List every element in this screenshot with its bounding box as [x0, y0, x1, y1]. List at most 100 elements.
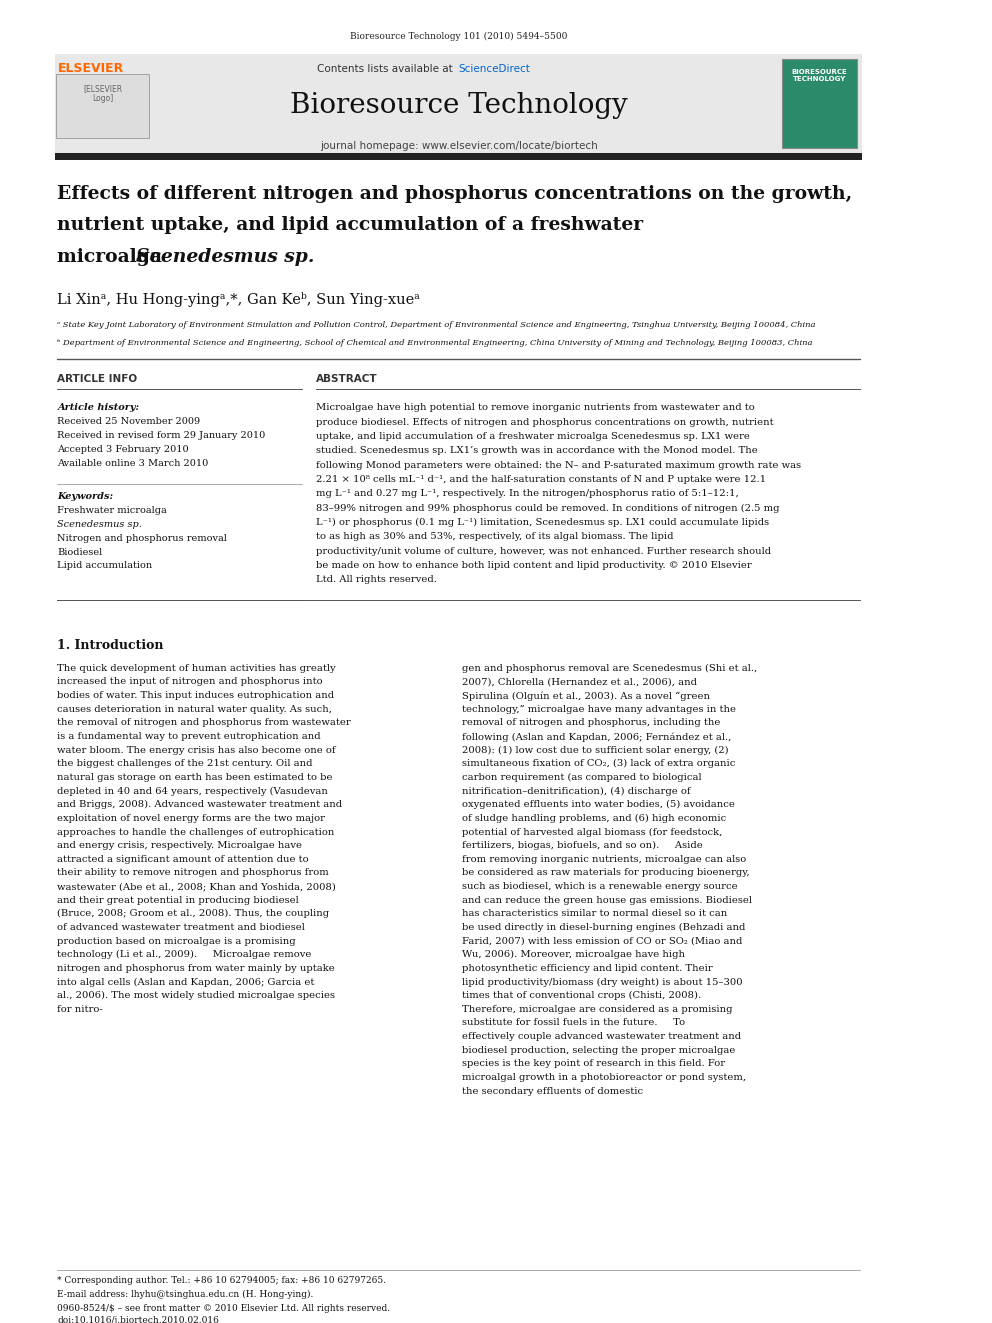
Text: 2008): (1) low cost due to sufficient solar energy, (2): 2008): (1) low cost due to sufficient so…: [462, 746, 729, 755]
Text: attracted a significant amount of attention due to: attracted a significant amount of attent…: [58, 855, 309, 864]
Text: wastewater (Abe et al., 2008; Khan and Yoshida, 2008): wastewater (Abe et al., 2008; Khan and Y…: [58, 882, 336, 892]
Text: causes deterioration in natural water quality. As such,: causes deterioration in natural water qu…: [58, 705, 332, 713]
Text: ELSEVIER: ELSEVIER: [59, 62, 125, 75]
Text: gen and phosphorus removal are Scenedesmus (Shi et al.,: gen and phosphorus removal are Scenedesm…: [462, 664, 758, 673]
Text: is a fundamental way to prevent eutrophication and: is a fundamental way to prevent eutrophi…: [58, 732, 321, 741]
Text: Scenedesmus sp.: Scenedesmus sp.: [136, 249, 314, 266]
Text: water bloom. The energy crisis has also become one of: water bloom. The energy crisis has also …: [58, 746, 336, 754]
Text: Farid, 2007) with less emission of CO or SO₂ (Miao and: Farid, 2007) with less emission of CO or…: [462, 937, 743, 946]
Text: produce biodiesel. Effects of nitrogen and phosphorus concentrations on growth, : produce biodiesel. Effects of nitrogen a…: [316, 418, 774, 426]
Text: technology (Li et al., 2009).     Microalgae remove: technology (Li et al., 2009). Microalgae…: [58, 950, 311, 959]
Text: carbon requirement (as compared to biological: carbon requirement (as compared to biolo…: [462, 773, 702, 782]
Text: nutrient uptake, and lipid accumulation of a freshwater: nutrient uptake, and lipid accumulation …: [58, 217, 644, 234]
Text: the biggest challenges of the 21st century. Oil and: the biggest challenges of the 21st centu…: [58, 759, 312, 769]
Text: BIORESOURCE
TECHNOLOGY: BIORESOURCE TECHNOLOGY: [792, 69, 847, 82]
Text: uptake, and lipid accumulation of a freshwater microalga Scenedesmus sp. LX1 wer: uptake, and lipid accumulation of a fres…: [316, 433, 750, 441]
Text: of advanced wastewater treatment and biodiesel: of advanced wastewater treatment and bio…: [58, 923, 306, 931]
Text: microalga: microalga: [58, 249, 169, 266]
Text: al., 2006). The most widely studied microalgae species: al., 2006). The most widely studied micr…: [58, 991, 335, 1000]
Text: Accepted 3 February 2010: Accepted 3 February 2010: [58, 445, 188, 454]
Text: Lipid accumulation: Lipid accumulation: [58, 561, 153, 570]
Text: Available online 3 March 2010: Available online 3 March 2010: [58, 459, 208, 468]
Text: their ability to remove nitrogen and phosphorus from: their ability to remove nitrogen and pho…: [58, 868, 329, 877]
Text: Biodiesel: Biodiesel: [58, 548, 102, 557]
Text: Received 25 November 2009: Received 25 November 2009: [58, 417, 200, 426]
Text: 2.21 × 10⁸ cells mL⁻¹ d⁻¹, and the half-saturation constants of N and P uptake w: 2.21 × 10⁸ cells mL⁻¹ d⁻¹, and the half-…: [316, 475, 767, 484]
Text: (Bruce, 2008; Groom et al., 2008). Thus, the coupling: (Bruce, 2008; Groom et al., 2008). Thus,…: [58, 909, 329, 918]
Text: Effects of different nitrogen and phosphorus concentrations on the growth,: Effects of different nitrogen and phosph…: [58, 185, 852, 202]
Text: following Monod parameters were obtained: the N– and P-saturated maximum growth : following Monod parameters were obtained…: [316, 460, 802, 470]
Text: Keywords:: Keywords:: [58, 492, 113, 501]
Text: species is the key point of research in this field. For: species is the key point of research in …: [462, 1060, 725, 1069]
Text: ABSTRACT: ABSTRACT: [316, 373, 378, 384]
Text: 1. Introduction: 1. Introduction: [58, 639, 164, 652]
Text: productivity/unit volume of culture, however, was not enhanced. Further research: productivity/unit volume of culture, how…: [316, 546, 772, 556]
FancyBboxPatch shape: [56, 54, 862, 153]
Text: biodiesel production, selecting the proper microalgae: biodiesel production, selecting the prop…: [462, 1045, 736, 1054]
Text: L⁻¹) or phosphorus (0.1 mg L⁻¹) limitation, Scenedesmus sp. LX1 could accumulate: L⁻¹) or phosphorus (0.1 mg L⁻¹) limitati…: [316, 519, 770, 527]
Text: ᵇ Department of Environmental Science and Engineering, School of Chemical and En: ᵇ Department of Environmental Science an…: [58, 339, 812, 347]
Text: bodies of water. This input induces eutrophication and: bodies of water. This input induces eutr…: [58, 691, 334, 700]
Text: exploitation of novel energy forms are the two major: exploitation of novel energy forms are t…: [58, 814, 325, 823]
Text: Bioresource Technology 101 (2010) 5494–5500: Bioresource Technology 101 (2010) 5494–5…: [350, 32, 567, 41]
Text: Bioresource Technology: Bioresource Technology: [290, 91, 628, 119]
Text: be used directly in diesel-burning engines (Behzadi and: be used directly in diesel-burning engin…: [462, 923, 746, 933]
Text: mg L⁻¹ and 0.27 mg L⁻¹, respectively. In the nitrogen/phosphorus ratio of 5:1–12: mg L⁻¹ and 0.27 mg L⁻¹, respectively. In…: [316, 490, 739, 499]
Text: depleted in 40 and 64 years, respectively (Vasudevan: depleted in 40 and 64 years, respectivel…: [58, 787, 328, 795]
Text: oxygenated effluents into water bodies, (5) avoidance: oxygenated effluents into water bodies, …: [462, 800, 735, 810]
Text: 2007), Chlorella (Hernandez et al., 2006), and: 2007), Chlorella (Hernandez et al., 2006…: [462, 677, 697, 687]
Text: potential of harvested algal biomass (for feedstock,: potential of harvested algal biomass (fo…: [462, 827, 723, 836]
Text: natural gas storage on earth has been estimated to be: natural gas storage on earth has been es…: [58, 773, 333, 782]
Text: effectively couple advanced wastewater treatment and: effectively couple advanced wastewater t…: [462, 1032, 742, 1041]
Text: of sludge handling problems, and (6) high economic: of sludge handling problems, and (6) hig…: [462, 814, 727, 823]
Text: substitute for fossil fuels in the future.     To: substitute for fossil fuels in the futur…: [462, 1019, 685, 1028]
Text: Article history:: Article history:: [58, 404, 140, 413]
FancyBboxPatch shape: [782, 60, 857, 148]
Text: ᵃ State Key Joint Laboratory of Environment Simulation and Pollution Control, De: ᵃ State Key Joint Laboratory of Environm…: [58, 321, 815, 329]
Text: and their great potential in producing biodiesel: and their great potential in producing b…: [58, 896, 300, 905]
Text: 0960-8524/$ – see front matter © 2010 Elsevier Ltd. All rights reserved.: 0960-8524/$ – see front matter © 2010 El…: [58, 1304, 391, 1312]
Text: removal of nitrogen and phosphorus, including the: removal of nitrogen and phosphorus, incl…: [462, 718, 721, 728]
Text: times that of conventional crops (Chisti, 2008).: times that of conventional crops (Chisti…: [462, 991, 701, 1000]
Text: Wu, 2006). Moreover, microalgae have high: Wu, 2006). Moreover, microalgae have hig…: [462, 950, 685, 959]
Text: and can reduce the green house gas emissions. Biodiesel: and can reduce the green house gas emiss…: [462, 896, 753, 905]
Text: nitrification–denitrification), (4) discharge of: nitrification–denitrification), (4) disc…: [462, 787, 691, 795]
Text: the removal of nitrogen and phosphorus from wastewater: the removal of nitrogen and phosphorus f…: [58, 718, 351, 728]
Text: for nitro-: for nitro-: [58, 1005, 103, 1013]
Text: Nitrogen and phosphorus removal: Nitrogen and phosphorus removal: [58, 533, 227, 542]
Text: technology,” microalgae have many advantages in the: technology,” microalgae have many advant…: [462, 705, 736, 713]
Text: ScienceDirect: ScienceDirect: [458, 65, 531, 74]
Text: and energy crisis, respectively. Microalgae have: and energy crisis, respectively. Microal…: [58, 841, 303, 851]
Text: photosynthetic efficiency and lipid content. Their: photosynthetic efficiency and lipid cont…: [462, 964, 713, 972]
Text: Spirulina (Olguín et al., 2003). As a novel “green: Spirulina (Olguín et al., 2003). As a no…: [462, 691, 710, 701]
Text: be considered as raw materials for producing bioenergy,: be considered as raw materials for produ…: [462, 868, 750, 877]
Text: Scenedesmus sp.: Scenedesmus sp.: [58, 520, 142, 529]
Text: Received in revised form 29 January 2010: Received in revised form 29 January 2010: [58, 431, 266, 441]
Text: production based on microalgae is a promising: production based on microalgae is a prom…: [58, 937, 296, 946]
Text: and Briggs, 2008). Advanced wastewater treatment and: and Briggs, 2008). Advanced wastewater t…: [58, 800, 342, 810]
Text: Freshwater microalga: Freshwater microalga: [58, 507, 167, 515]
Text: Li Xinᵃ, Hu Hong-yingᵃ,*, Gan Keᵇ, Sun Ying-xueᵃ: Li Xinᵃ, Hu Hong-yingᵃ,*, Gan Keᵇ, Sun Y…: [58, 291, 421, 307]
Text: increased the input of nitrogen and phosphorus into: increased the input of nitrogen and phos…: [58, 677, 323, 687]
Text: such as biodiesel, which is a renewable energy source: such as biodiesel, which is a renewable …: [462, 882, 738, 892]
Text: Ltd. All rights reserved.: Ltd. All rights reserved.: [316, 576, 437, 585]
Text: has characteristics similar to normal diesel so it can: has characteristics similar to normal di…: [462, 909, 728, 918]
Text: journal homepage: www.elsevier.com/locate/biortech: journal homepage: www.elsevier.com/locat…: [319, 142, 597, 151]
Text: doi:10.1016/j.biortech.2010.02.016: doi:10.1016/j.biortech.2010.02.016: [58, 1316, 219, 1323]
Text: nitrogen and phosphorus from water mainly by uptake: nitrogen and phosphorus from water mainl…: [58, 964, 335, 972]
Text: Microalgae have high potential to remove inorganic nutrients from wastewater and: Microalgae have high potential to remove…: [316, 404, 755, 413]
Text: The quick development of human activities has greatly: The quick development of human activitie…: [58, 664, 336, 673]
Text: Therefore, microalgae are considered as a promising: Therefore, microalgae are considered as …: [462, 1005, 733, 1013]
Text: to as high as 30% and 53%, respectively, of its algal biomass. The lipid: to as high as 30% and 53%, respectively,…: [316, 532, 674, 541]
Text: be made on how to enhance both lipid content and lipid productivity. © 2010 Else: be made on how to enhance both lipid con…: [316, 561, 752, 570]
Bar: [56, 153, 862, 160]
Text: E-mail address: lhyhu@tsinghua.edu.cn (H. Hong-ying).: E-mail address: lhyhu@tsinghua.edu.cn (H…: [58, 1290, 313, 1299]
Text: from removing inorganic nutrients, microalgae can also: from removing inorganic nutrients, micro…: [462, 855, 747, 864]
Text: approaches to handle the challenges of eutrophication: approaches to handle the challenges of e…: [58, 827, 334, 836]
Text: into algal cells (Aslan and Kapdan, 2006; Garcia et: into algal cells (Aslan and Kapdan, 2006…: [58, 978, 314, 987]
Text: ARTICLE INFO: ARTICLE INFO: [58, 373, 138, 384]
Text: [ELSEVIER
Logo]: [ELSEVIER Logo]: [83, 85, 122, 103]
Text: following (Aslan and Kapdan, 2006; Fernández et al.,: following (Aslan and Kapdan, 2006; Ferná…: [462, 732, 732, 741]
Text: simultaneous fixation of CO₂, (3) lack of extra organic: simultaneous fixation of CO₂, (3) lack o…: [462, 759, 736, 769]
Text: the secondary effluents of domestic: the secondary effluents of domestic: [462, 1086, 644, 1095]
